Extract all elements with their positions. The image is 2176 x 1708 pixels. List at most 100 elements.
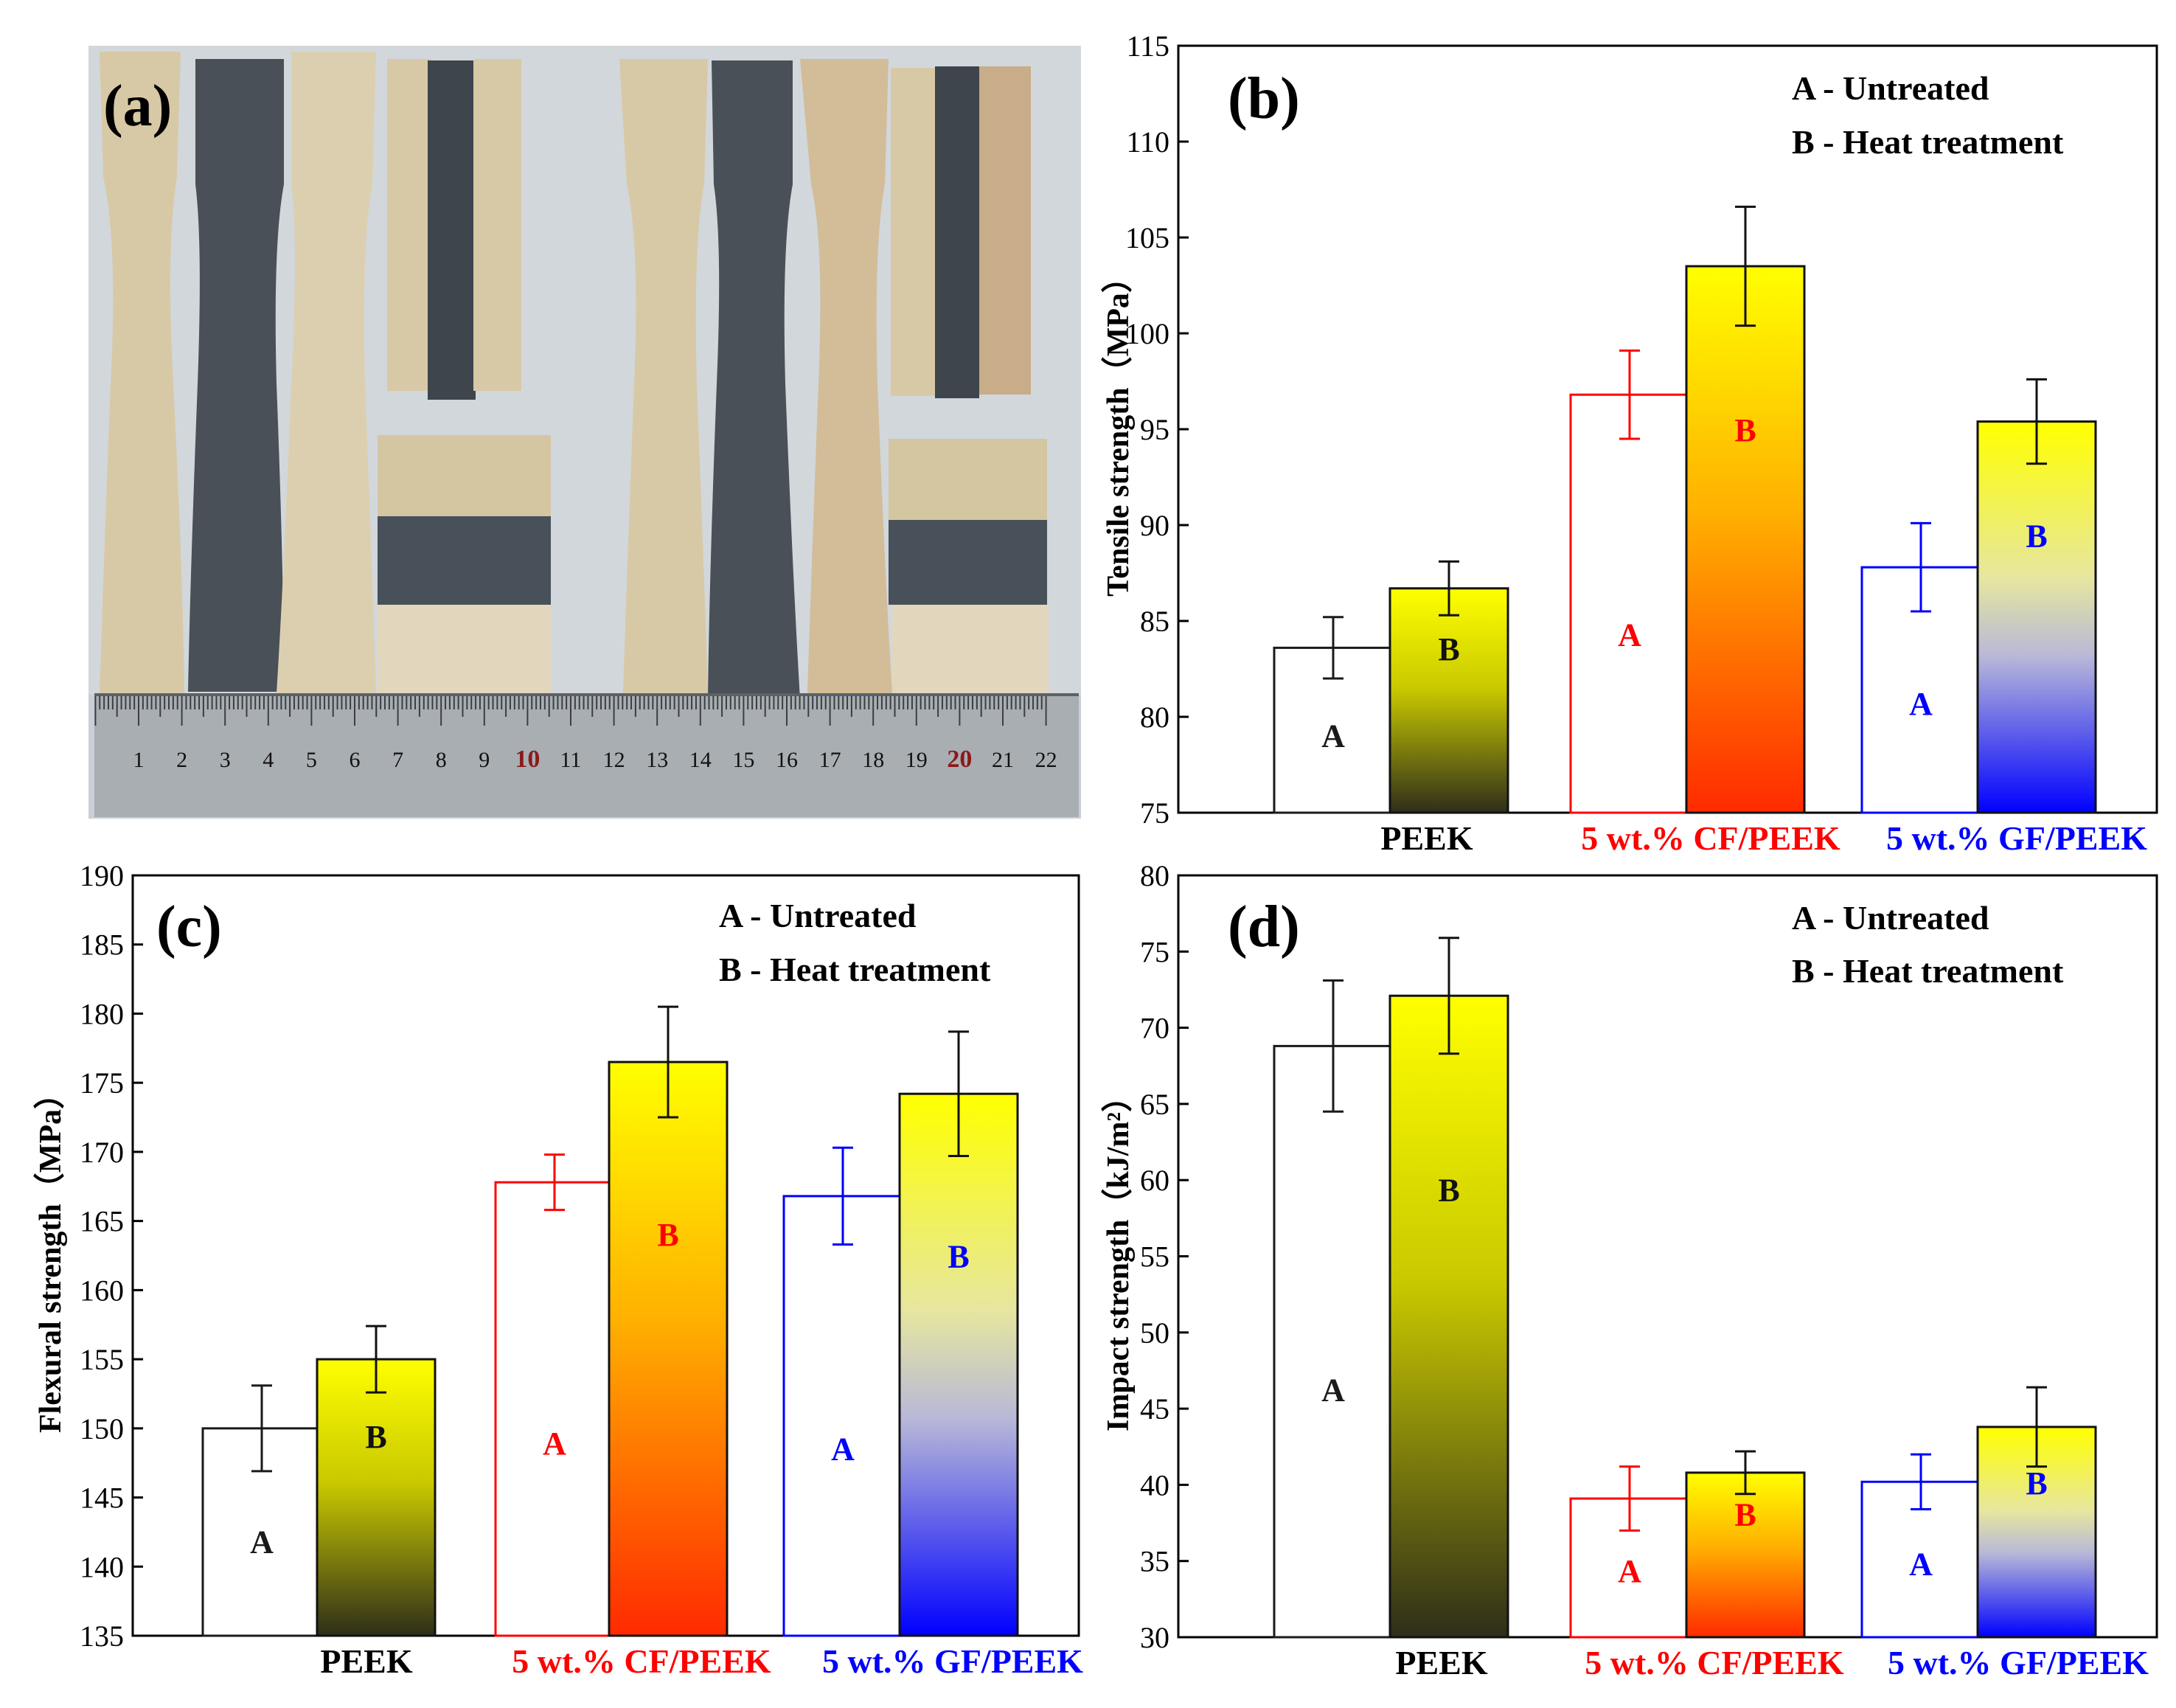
- ruler-number: 8: [436, 748, 447, 772]
- y-tick-label: 175: [80, 1066, 124, 1100]
- photo-panel: 1 2 3 4 5 6 7 8 9 10 11 12 13 14 15 16 17 18 19 20 21 22 (a): [88, 46, 1081, 819]
- bar-letter-b: B: [2026, 518, 2047, 554]
- bar-heat-treatment: [1976, 420, 2097, 814]
- y-tick-label: 110: [1126, 125, 1169, 159]
- y-tick-label: 55: [1140, 1240, 1169, 1274]
- bar-letter-b: B: [2026, 1465, 2047, 1502]
- legend-entry-heat-treatment: B - Heat treatment: [1792, 952, 2064, 990]
- y-tick-label: 80: [1140, 701, 1169, 734]
- y-tick-label: 100: [1125, 317, 1169, 350]
- y-tick-label: 95: [1140, 413, 1169, 446]
- ruler-number: 14: [689, 748, 712, 772]
- ruler-number: 22: [1035, 748, 1057, 772]
- ruler-number: 17: [819, 748, 841, 772]
- specimen-bar: [473, 59, 521, 391]
- ruler-number: 11: [560, 748, 582, 772]
- specimen-dogbone-dark: [708, 60, 800, 699]
- specimen-block-dark: [889, 520, 1047, 605]
- bar-untreated: [1569, 393, 1690, 814]
- y-tick-label: 85: [1140, 605, 1169, 638]
- y-tick-label: 115: [1126, 29, 1169, 63]
- bar-letter-b: B: [365, 1419, 386, 1455]
- category-label: 5 wt.% CF/PEEK: [512, 1642, 771, 1680]
- bar-letter-a: A: [831, 1431, 855, 1468]
- panel-label: (d): [1228, 895, 1300, 959]
- bar-heat-treatment: [316, 1358, 437, 1637]
- y-tick-label: 135: [80, 1620, 124, 1653]
- specimen-bar: [891, 68, 935, 396]
- bar-heat-treatment: [898, 1092, 1019, 1637]
- y-tick-label: 40: [1140, 1468, 1169, 1502]
- specimen-block: [378, 605, 551, 693]
- ruler-number: 2: [176, 748, 187, 772]
- legend-entry-untreated: A - Untreated: [719, 897, 917, 934]
- bar-heat-treatment: [1388, 587, 1509, 814]
- y-tick-label: 35: [1140, 1545, 1169, 1578]
- ruler-number: 5: [306, 748, 317, 772]
- category-label: 5 wt.% CF/PEEK: [1581, 819, 1840, 857]
- ruler-number: 19: [905, 748, 928, 772]
- bar-letter-a: A: [250, 1524, 274, 1561]
- specimen-dogbone: [277, 52, 376, 693]
- ruler: [94, 693, 1079, 817]
- ruler-number: 10: [515, 746, 540, 773]
- specimen-bar: [387, 59, 431, 391]
- ruler-ticks: [94, 696, 1047, 726]
- bar-letter-a: A: [543, 1426, 566, 1462]
- ruler-labels: 1 2 3 4 5 6 7 8 9 10 11 12 13 14 15 16 17 18 19 20 21 22: [133, 746, 1057, 773]
- ruler-number: 13: [646, 748, 668, 772]
- y-tick-label: 70: [1140, 1012, 1169, 1045]
- bar-letter-a: A: [1618, 617, 1641, 653]
- bar-heat-treatment: [1685, 265, 1806, 814]
- ruler-number: 16: [776, 748, 798, 772]
- category-label: PEEK: [1380, 819, 1473, 857]
- y-tick-label: 105: [1125, 221, 1169, 254]
- bar-letter-a: A: [1909, 686, 1933, 722]
- specimen-dogbone: [100, 52, 184, 693]
- legend-entry-heat-treatment: B - Heat treatment: [1792, 123, 2064, 161]
- legend-entry-untreated: A - Untreated: [1792, 899, 1989, 937]
- bar-letter-a: A: [1321, 718, 1345, 754]
- category-label: 5 wt.% GF/PEEK: [822, 1642, 1083, 1680]
- specimen-block: [892, 605, 1049, 695]
- legend-entry-heat-treatment: B - Heat treatment: [719, 951, 991, 988]
- y-tick-label: 65: [1140, 1088, 1169, 1121]
- category-label: PEEK: [1395, 1644, 1487, 1681]
- panel-label: (b): [1228, 66, 1300, 131]
- bar-letter-a: A: [1909, 1546, 1933, 1583]
- specimen-bar-dark: [428, 60, 476, 400]
- y-tick-label: 60: [1140, 1164, 1169, 1197]
- ruler-number: 6: [350, 748, 361, 772]
- legend-entry-untreated: A - Untreated: [1792, 69, 1989, 107]
- ruler-number: 18: [862, 748, 884, 772]
- bar-letter-a: A: [1618, 1553, 1641, 1589]
- y-axis-title: Tensile strength（MPa）: [1101, 262, 1136, 597]
- ruler-number: 4: [263, 748, 274, 772]
- category-label: 5 wt.% GF/PEEK: [1888, 1644, 2149, 1681]
- ruler-number: 12: [603, 748, 625, 772]
- chart-impact-panel: 30 35 40 45 50 55 60 65 70 75 80 Impact strength（kJ…: [1101, 859, 2158, 1681]
- y-tick-label: 190: [80, 859, 124, 892]
- bar-letter-b: B: [657, 1217, 678, 1253]
- bar-untreated: [1273, 1044, 1394, 1639]
- specimen-dogbone: [800, 59, 892, 693]
- bar-heat-treatment: [1388, 994, 1509, 1639]
- y-axis-title: Impact strength（kJ/m²）: [1101, 1081, 1136, 1431]
- y-tick-label: 80: [1140, 859, 1169, 892]
- category-label: 5 wt.% CF/PEEK: [1585, 1644, 1844, 1681]
- chart-tensile-panel: 75 80 85 90 95 100 105 110 115 Tensile strength（M…: [1101, 29, 2158, 857]
- specimen-dogbone-dark: [188, 59, 284, 692]
- ruler-number: 7: [392, 748, 403, 772]
- specimen-block-dark: [378, 516, 551, 605]
- y-tick-label: 165: [80, 1205, 124, 1238]
- bar-letter-b: B: [1438, 631, 1459, 667]
- y-tick-label: 50: [1140, 1316, 1169, 1350]
- y-tick-label: 170: [80, 1136, 124, 1169]
- specimen-block: [378, 435, 551, 516]
- y-tick-label: 150: [80, 1412, 124, 1445]
- bar-letter-b: B: [1734, 412, 1756, 448]
- bar-untreated: [494, 1181, 615, 1637]
- specimen-bar-dark: [935, 66, 979, 398]
- bar-letter-b: B: [1438, 1173, 1459, 1209]
